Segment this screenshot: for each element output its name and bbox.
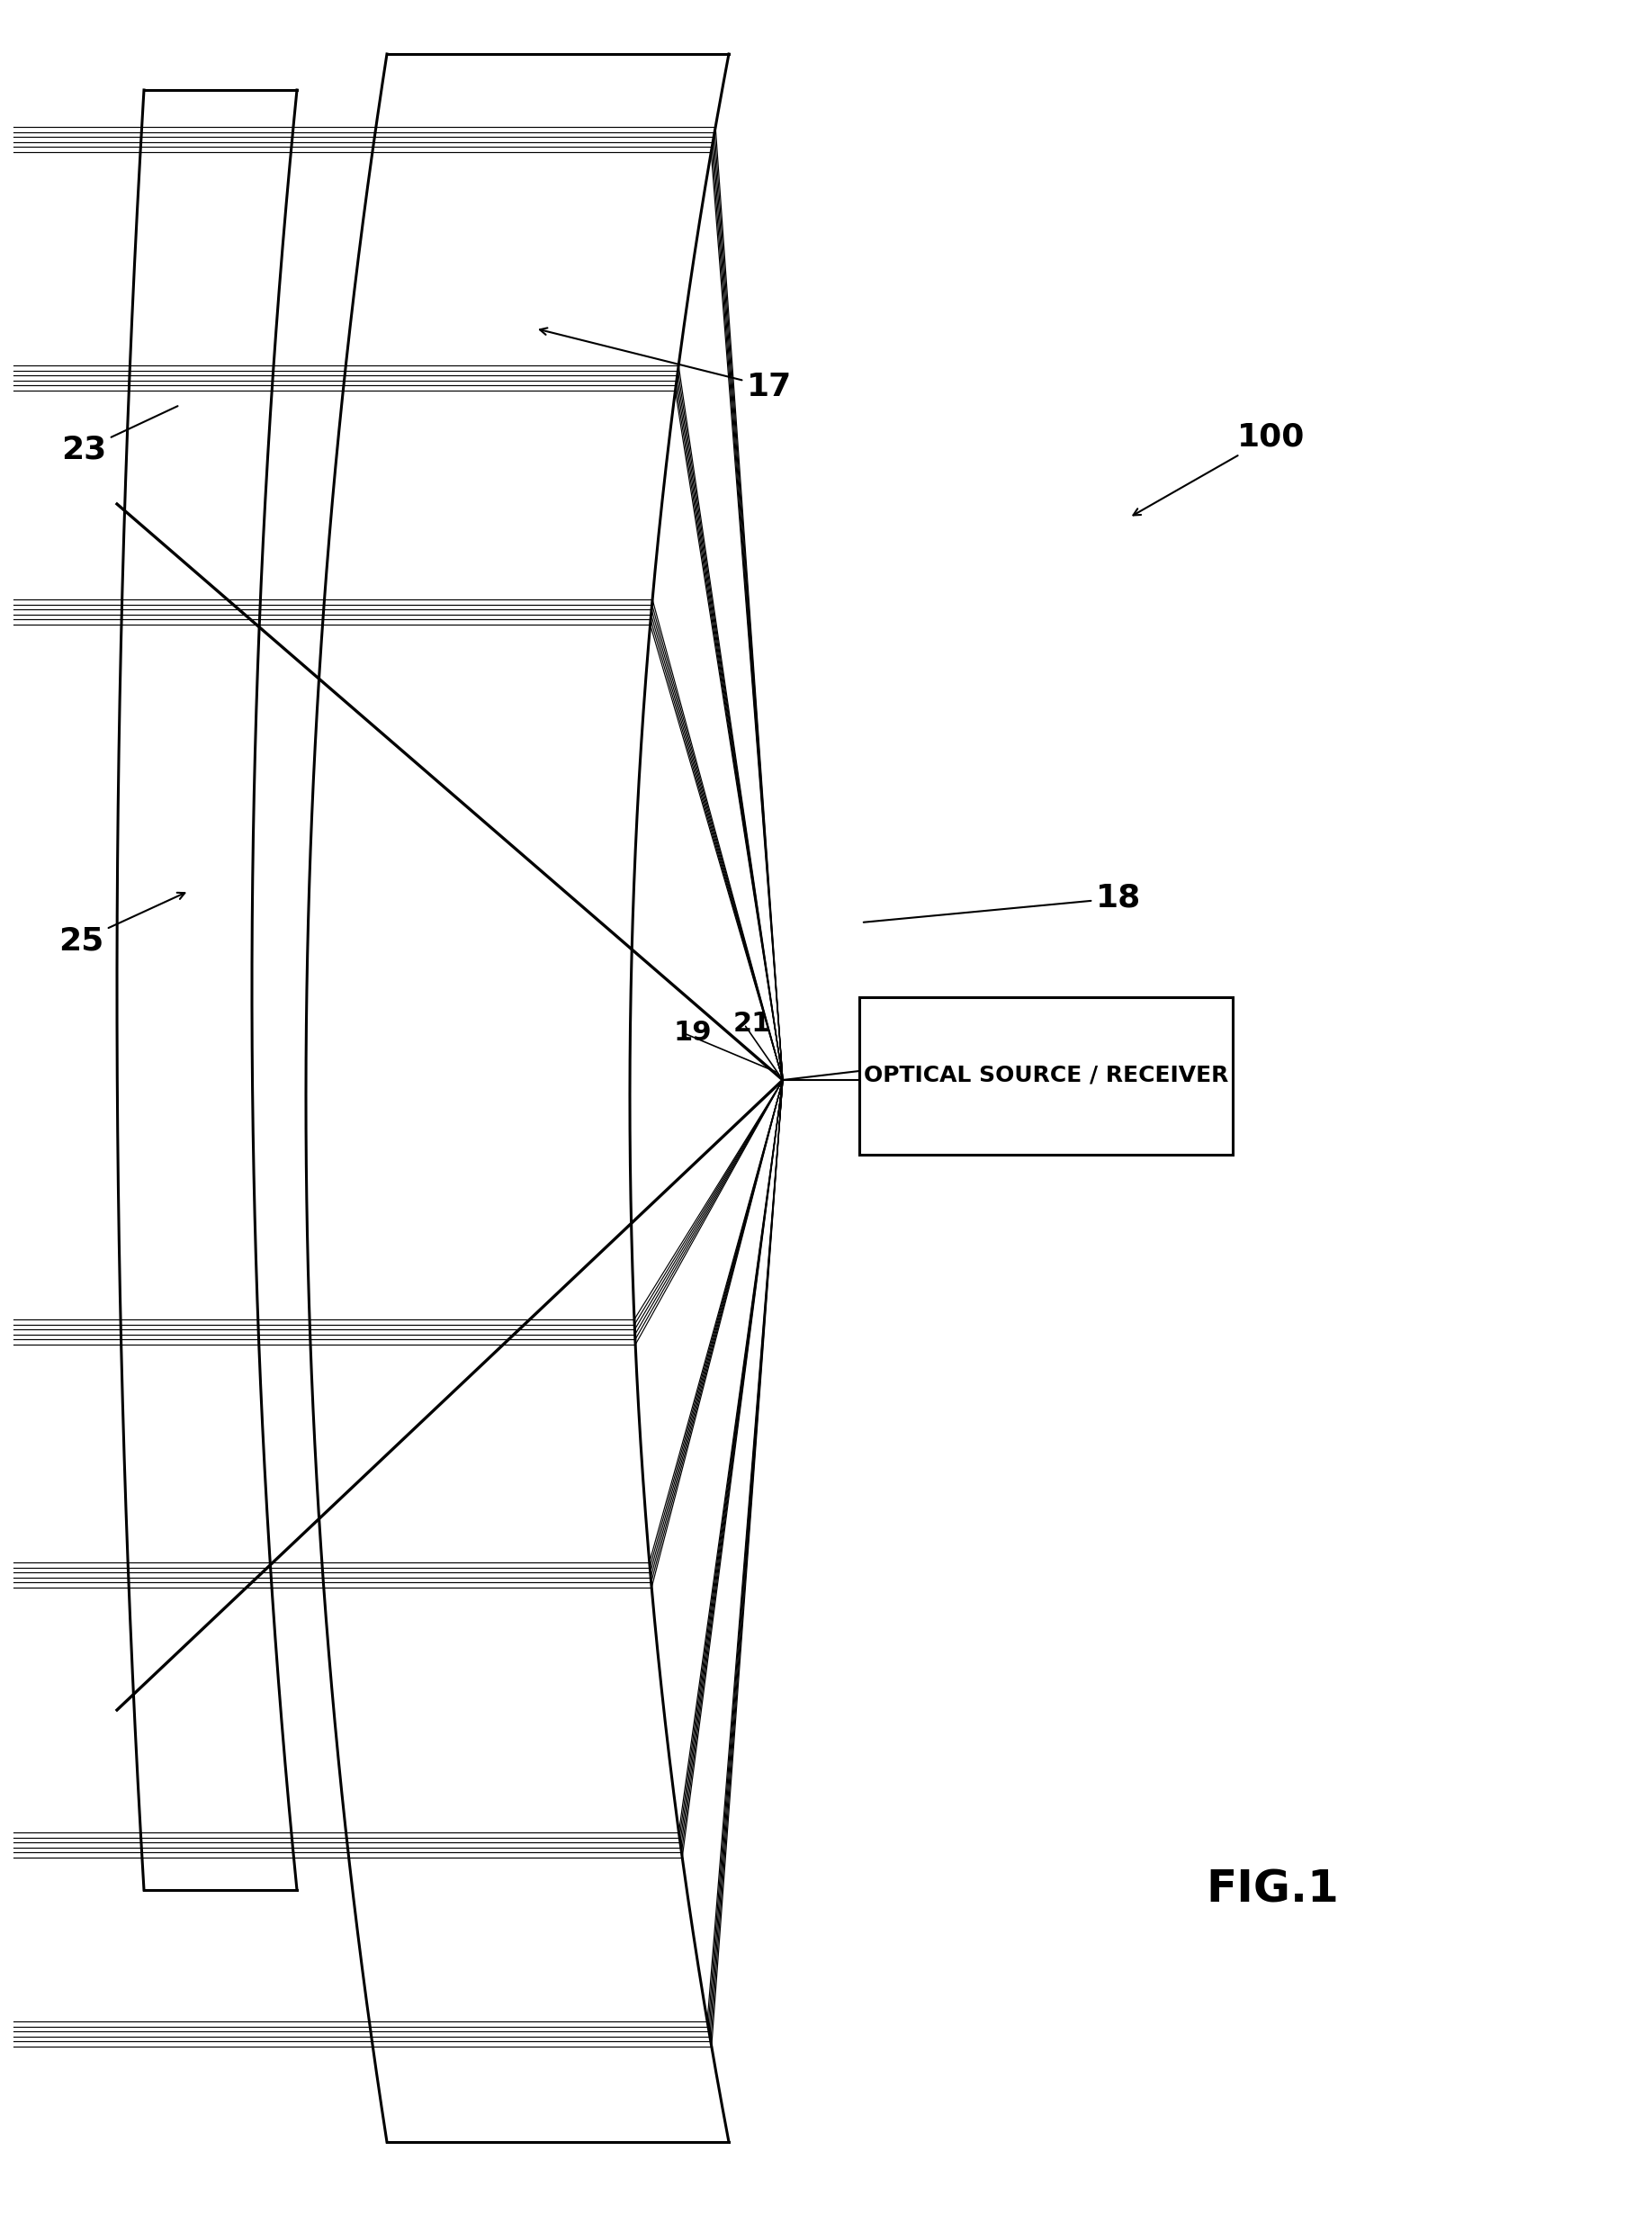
Text: 100: 100: [1133, 420, 1305, 516]
Text: FIG.1: FIG.1: [1206, 1867, 1338, 1912]
Text: 19: 19: [672, 1020, 712, 1047]
Text: 25: 25: [58, 894, 185, 956]
Text: 17: 17: [540, 329, 791, 402]
Text: 21: 21: [733, 1011, 771, 1038]
Text: OPTICAL SOURCE / RECEIVER: OPTICAL SOURCE / RECEIVER: [864, 1065, 1229, 1087]
Text: 18: 18: [864, 883, 1142, 923]
Bar: [859, 996, 1232, 1154]
Text: 23: 23: [61, 407, 178, 465]
